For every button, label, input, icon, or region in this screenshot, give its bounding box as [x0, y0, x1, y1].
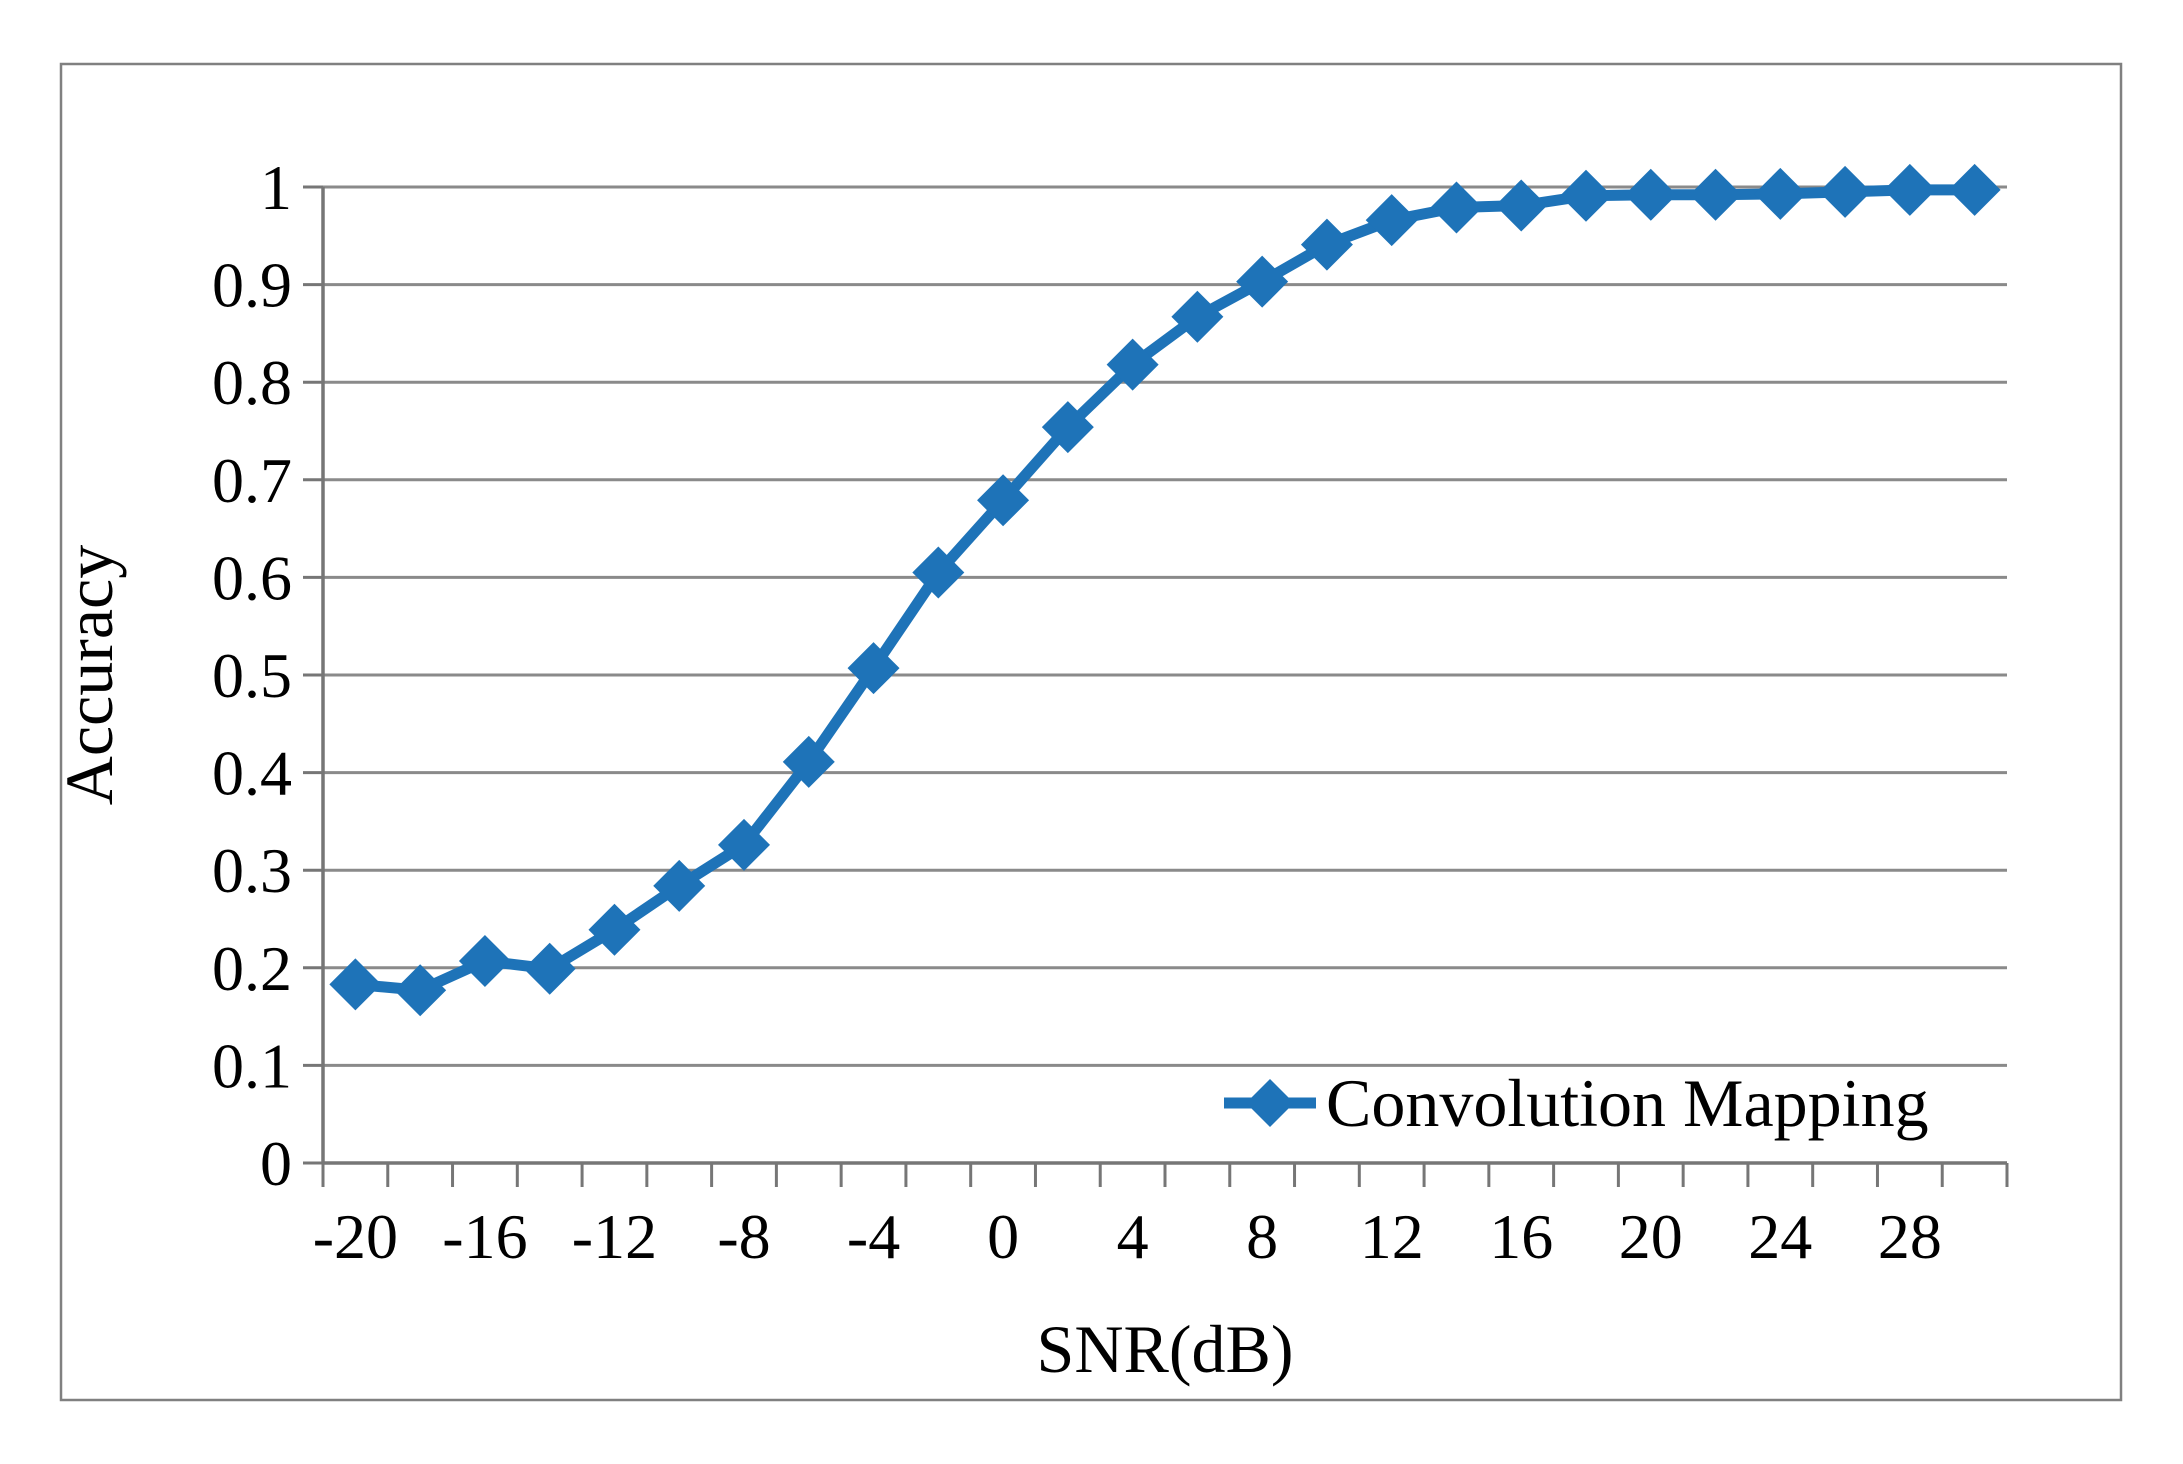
data-point-marker — [653, 859, 706, 912]
y-tick-label: 0.5 — [212, 640, 292, 711]
x-tick-label: 28 — [1878, 1201, 1942, 1272]
x-tick-label: -20 — [313, 1201, 398, 1272]
data-point-marker — [1560, 169, 1612, 222]
y-tick-label: 0.3 — [212, 835, 292, 906]
data-point-marker — [1300, 218, 1353, 271]
y-tick-label: 0.8 — [212, 347, 292, 418]
data-point-marker — [1819, 165, 1872, 218]
y-tick-labels: 0 0.1 0.2 0.3 0.4 0.5 0.6 0.7 0.8 0.9 1 — [212, 152, 292, 1199]
y-tick-label: 0.2 — [212, 933, 292, 1004]
x-tick-label: 8 — [1246, 1201, 1278, 1272]
chart-border — [59, 62, 2123, 1402]
x-axis-title: SNR(dB) — [1037, 1311, 1294, 1387]
legend-label: Convolution Mapping — [1326, 1065, 1929, 1141]
y-axis-title: Accuracy — [51, 545, 127, 805]
data-point-marker — [1495, 179, 1548, 232]
data-point-marker — [912, 546, 965, 599]
data-point-marker — [718, 818, 770, 871]
x-tick-label: -8 — [717, 1201, 770, 1272]
data-point-marker — [329, 958, 382, 1011]
series-convolution-mapping — [329, 163, 2001, 1017]
x-tick-label: 0 — [987, 1201, 1019, 1272]
data-point-marker — [523, 942, 576, 995]
data-point-marker — [394, 964, 447, 1017]
data-point-marker — [1689, 168, 1742, 221]
x-tick-label: -16 — [442, 1201, 527, 1272]
x-tick-label: -12 — [572, 1201, 657, 1272]
y-tick-label: 0.7 — [212, 445, 292, 516]
data-point-marker — [588, 903, 641, 956]
data-point-marker — [1041, 401, 1094, 454]
y-tick-label: 0.1 — [212, 1030, 292, 1101]
axes — [303, 185, 2009, 1187]
legend-diamond-icon — [1246, 1079, 1294, 1127]
data-point-marker — [458, 934, 511, 987]
data-point-marker — [847, 642, 900, 695]
y-tick-label: 1 — [260, 152, 292, 223]
data-point-marker — [1171, 290, 1224, 343]
data-point-marker — [1236, 255, 1289, 308]
data-point-marker — [977, 474, 1030, 527]
data-point-marker — [1430, 181, 1483, 234]
data-point-marker — [1624, 168, 1677, 221]
x-tick-labels: -20 -16 -12 -8 -4 0 4 8 12 16 20 24 28 — [313, 1201, 1942, 1272]
x-tick-label: 16 — [1489, 1201, 1553, 1272]
y-tick-label: 0.4 — [212, 738, 292, 809]
data-point-marker — [1365, 194, 1418, 247]
data-point-marker — [782, 735, 835, 788]
x-tick-label: 24 — [1748, 1201, 1812, 1272]
x-tick-label: 4 — [1117, 1201, 1149, 1272]
x-tick-label: -4 — [847, 1201, 900, 1272]
x-tick-label: 12 — [1360, 1201, 1424, 1272]
y-tick-label: 0 — [260, 1128, 292, 1199]
x-tick-label: 20 — [1619, 1201, 1683, 1272]
legend: Convolution Mapping — [1224, 1065, 1929, 1141]
y-tick-label: 0.6 — [212, 542, 292, 613]
data-point-marker — [1948, 163, 2001, 216]
gridlines — [323, 185, 2007, 1067]
data-point-marker — [1754, 167, 1807, 220]
data-point-marker — [1106, 338, 1159, 391]
data-point-marker — [1883, 163, 1936, 216]
y-tick-label: 0.9 — [212, 250, 292, 321]
